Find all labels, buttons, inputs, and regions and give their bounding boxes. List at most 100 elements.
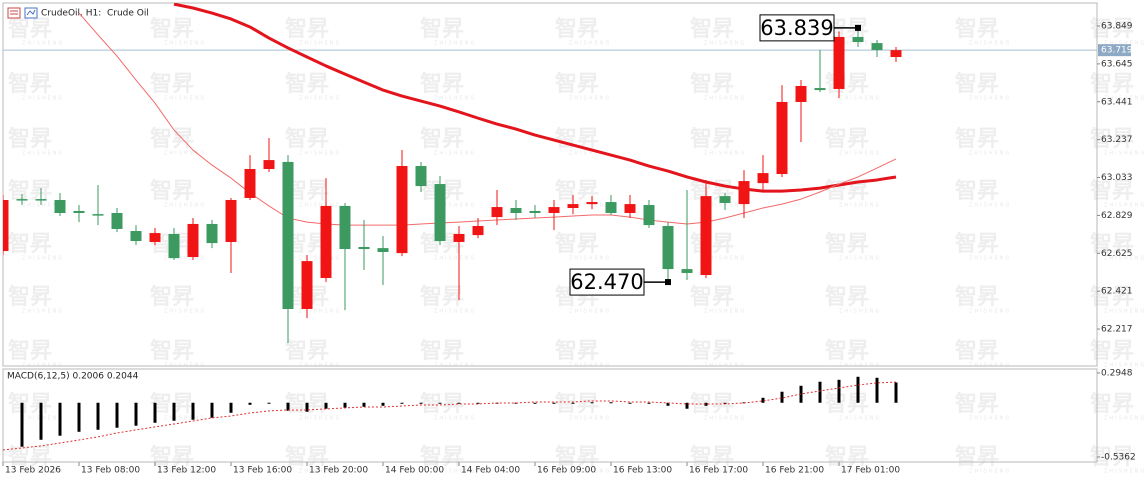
candle-body	[681, 269, 693, 273]
macd-plot	[3, 376, 898, 451]
chart-title: CrudeOil, H1: Crude Oil	[41, 9, 149, 19]
candle-body	[149, 233, 161, 242]
watermark-sub: ZHISHENG	[569, 309, 611, 315]
macd-bar	[856, 376, 860, 403]
macd-bar	[305, 402, 309, 412]
candle-body	[719, 196, 731, 203]
candle-body	[605, 202, 617, 214]
watermark-sub: ZHISHENG	[434, 469, 476, 475]
macd-bar	[267, 402, 271, 404]
macd-bar	[286, 402, 290, 411]
current-price-label: 63.719	[1101, 46, 1133, 56]
watermark: 智昇	[825, 338, 869, 364]
candle-body	[73, 210, 85, 214]
watermark: 智昇	[825, 126, 869, 152]
macd-panel	[2, 368, 1098, 463]
watermark-sub: ZHISHENG	[299, 96, 341, 102]
watermark: 智昇	[420, 126, 464, 152]
watermark: 智昇	[8, 338, 52, 364]
moving-average	[173, 3, 897, 193]
candle-body	[35, 199, 47, 201]
macd-bar	[324, 402, 328, 409]
watermark-sub: ZHISHENG	[22, 309, 64, 315]
x-tick-label: 13 Feb 16:00	[233, 466, 292, 476]
candle-body	[415, 166, 427, 187]
moving-average	[78, 12, 897, 226]
candle-body	[586, 202, 598, 205]
candle-body	[643, 205, 655, 226]
macd-bar	[818, 381, 822, 403]
x-tick-label: 16 Feb 09:00	[537, 466, 596, 476]
watermark: 智昇	[150, 284, 194, 310]
watermark-sub: ZHISHENG	[704, 96, 746, 102]
watermark-sub: ZHISHENG	[704, 203, 746, 209]
candle-body	[320, 205, 332, 278]
y-tick-label: 62.829	[1101, 211, 1133, 221]
watermark-sub: ZHISHENG	[22, 203, 64, 209]
y-tick-label: 63.645	[1101, 59, 1133, 69]
watermark: 智昇	[150, 16, 194, 42]
annotation-marker	[665, 279, 671, 286]
watermark: 智昇	[955, 71, 999, 97]
candle-body	[92, 214, 104, 216]
candle-body	[548, 207, 560, 214]
watermark-sub: ZHISHENG	[569, 151, 611, 157]
watermark: 智昇	[825, 391, 869, 417]
candle-body	[491, 207, 503, 218]
candle-body	[168, 233, 180, 259]
watermark-sub: ZHISHENG	[299, 469, 341, 475]
watermark-sub: ZHISHENG	[299, 256, 341, 262]
watermark-sub: ZHISHENG	[704, 151, 746, 157]
icon-chart-line	[26, 9, 36, 16]
watermark-sub: ZHISHENG	[969, 309, 1011, 315]
watermark-sub: ZHISHENG	[569, 256, 611, 262]
candle-body	[795, 85, 807, 102]
watermark: 智昇	[825, 231, 869, 257]
x-tick-label: 13 Feb 08:00	[81, 466, 140, 476]
macd-bar	[343, 402, 347, 408]
candle-body	[890, 50, 902, 58]
watermark-sub: ZHISHENG	[1104, 96, 1146, 102]
watermark-sub: ZHISHENG	[839, 151, 881, 157]
watermark-sub: ZHISHENG	[434, 203, 476, 209]
watermark: 智昇	[555, 71, 599, 97]
candle-body	[529, 210, 541, 214]
macd-bar	[761, 397, 765, 403]
watermark: 智昇	[8, 126, 52, 152]
watermark: 智昇	[8, 231, 52, 257]
signal-line	[3, 381, 897, 451]
watermark-sub: ZHISHENG	[969, 416, 1011, 422]
watermark-sub: ZHISHENG	[1104, 256, 1146, 262]
x-tick-label: 16 Feb 17:00	[689, 466, 748, 476]
macd-bar	[685, 402, 689, 409]
macd-bar	[96, 402, 100, 430]
y-tick-label: 63.033	[1101, 173, 1133, 183]
watermark: 智昇	[555, 231, 599, 257]
watermark: 智昇	[955, 126, 999, 152]
watermark-sub: ZHISHENG	[1104, 309, 1146, 315]
watermark-sub: ZHISHENG	[1104, 416, 1146, 422]
macd-bar	[609, 402, 613, 404]
watermark: 智昇	[285, 16, 329, 42]
macd-bar	[780, 391, 784, 403]
candle-body	[111, 213, 123, 229]
watermark-sub: ZHISHENG	[299, 151, 341, 157]
icon-chart	[24, 7, 38, 19]
macd-bar	[476, 402, 480, 404]
x-tick-label: 13 Feb 2026	[5, 466, 61, 476]
watermark: 智昇	[690, 126, 734, 152]
annotation-marker	[855, 24, 861, 31]
macd-bar	[248, 402, 252, 405]
watermark-sub: ZHISHENG	[434, 41, 476, 47]
watermark-sub: ZHISHENG	[1104, 41, 1146, 47]
watermark-sub: ZHISHENG	[569, 203, 611, 209]
candle-body	[472, 225, 484, 236]
macd-bar	[191, 402, 195, 420]
watermark: 智昇	[955, 178, 999, 204]
watermark: 智昇	[285, 126, 329, 152]
watermark: 智昇	[150, 178, 194, 204]
y-tick-label: 63.849	[1101, 22, 1133, 32]
watermark-sub: ZHISHENG	[1104, 151, 1146, 157]
macd-bar	[362, 402, 366, 407]
